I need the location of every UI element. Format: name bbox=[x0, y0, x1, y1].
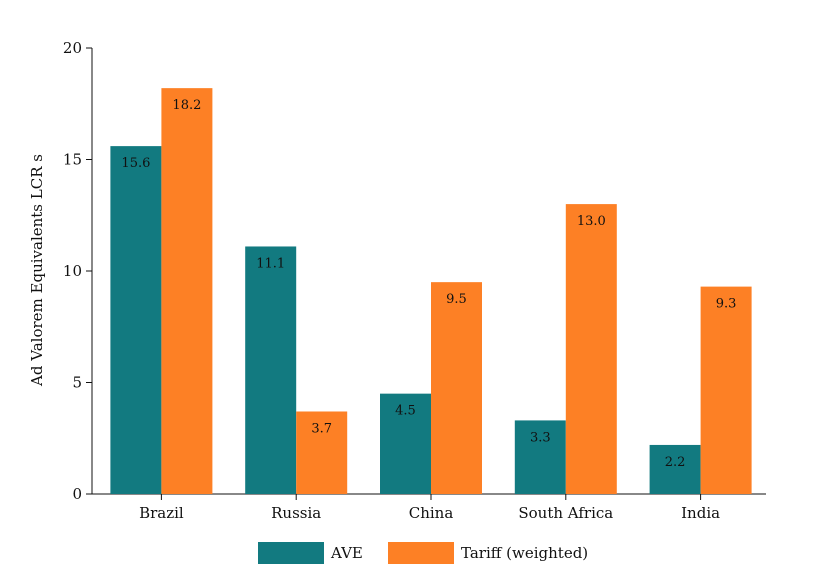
bar-tariff-4 bbox=[700, 286, 752, 494]
data-label-tariff-0: 18.2 bbox=[172, 98, 201, 113]
data-label-tariff-2: 9.5 bbox=[446, 292, 467, 307]
data-label-ave-3: 3.3 bbox=[530, 430, 551, 445]
legend-label-tariff: Tariff (weighted) bbox=[461, 544, 588, 562]
x-tick-label-3: South Africa bbox=[518, 504, 613, 522]
y-tick-label-3: 15 bbox=[63, 151, 82, 169]
bar-ave-4 bbox=[649, 444, 701, 494]
y-axis-title: Ad Valorem Equivalents LCR s bbox=[28, 154, 46, 387]
x-tick-label-1: Russia bbox=[271, 504, 321, 522]
category-labels-group: Brazil Russia China South Africa India bbox=[139, 504, 720, 522]
data-label-ave-0: 15.6 bbox=[121, 156, 150, 171]
bar-ave-3 bbox=[514, 420, 566, 494]
bar-ave-1 bbox=[245, 246, 297, 494]
bars-group bbox=[110, 88, 752, 494]
x-tick-label-0: Brazil bbox=[139, 504, 184, 522]
x-tick-label-2: China bbox=[409, 504, 454, 522]
data-label-ave-2: 4.5 bbox=[395, 404, 416, 419]
data-label-ave-4: 2.2 bbox=[665, 455, 686, 470]
legend-label-ave: AVE bbox=[330, 544, 363, 562]
legend-swatch-tariff bbox=[388, 542, 454, 564]
bar-tariff-1 bbox=[296, 411, 348, 494]
bar-ave-2 bbox=[380, 393, 431, 494]
data-label-tariff-4: 9.3 bbox=[716, 297, 737, 312]
x-tick-label-4: India bbox=[681, 504, 720, 522]
bar-tariff-2 bbox=[431, 282, 482, 494]
legend: AVE Tariff (weighted) bbox=[258, 542, 588, 564]
y-tick-label-0: 0 bbox=[72, 485, 82, 503]
bar-tariff-0 bbox=[161, 88, 213, 494]
legend-swatch-ave bbox=[258, 542, 324, 564]
y-tick-label-4: 20 bbox=[63, 39, 82, 57]
x-axis bbox=[92, 493, 766, 500]
y-axis: 0 5 10 15 20 bbox=[63, 39, 93, 503]
data-labels-group: 15.6 18.2 11.1 3.7 4.5 9.5 3.3 13.0 2.2 9.3 bbox=[121, 98, 736, 470]
y-tick-label-2: 10 bbox=[63, 262, 82, 280]
bar-ave-0 bbox=[110, 146, 162, 494]
bar-tariff-3 bbox=[565, 204, 617, 494]
y-tick-label-1: 5 bbox=[72, 374, 82, 392]
data-label-tariff-3: 13.0 bbox=[577, 214, 606, 229]
data-label-tariff-1: 3.7 bbox=[311, 421, 332, 436]
data-label-ave-1: 11.1 bbox=[256, 256, 285, 271]
